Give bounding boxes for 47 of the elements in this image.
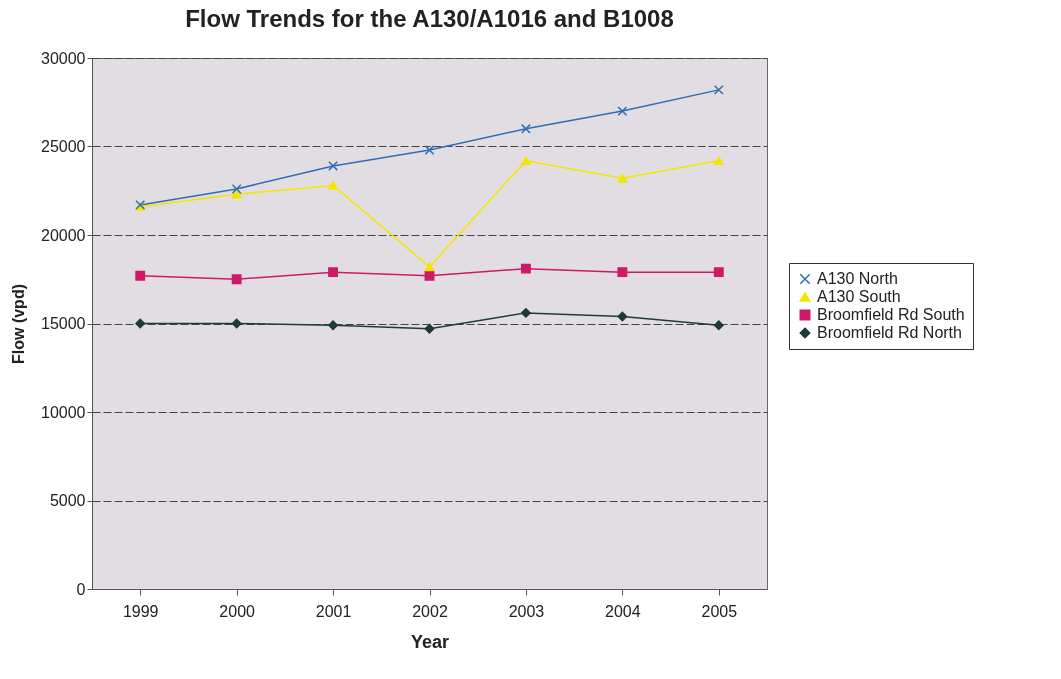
y-tick-label: 10000 — [41, 403, 86, 421]
chart-title: Flow Trends for the A130/A1016 and B1008 — [185, 5, 674, 32]
point — [521, 263, 531, 274]
legend-label: A130 South — [817, 288, 901, 305]
point — [424, 270, 435, 281]
point — [231, 274, 242, 285]
y-tick-label: 20000 — [41, 226, 86, 244]
point — [424, 323, 435, 334]
x-tick-label: 2004 — [605, 602, 641, 620]
point — [617, 106, 628, 117]
x-axis-title: Year — [410, 631, 450, 652]
point — [713, 320, 724, 331]
point — [617, 311, 628, 322]
point — [135, 318, 146, 329]
point — [328, 161, 338, 171]
point — [328, 320, 338, 331]
x-tick-label: 2001 — [315, 602, 352, 620]
point — [231, 189, 242, 199]
legend-label: Broomfield Rd North — [817, 324, 962, 341]
x-tick-label: 2005 — [701, 602, 738, 620]
y-tick-label: 0 — [76, 580, 86, 598]
point — [713, 156, 724, 166]
point — [521, 156, 531, 166]
y-tick-label: 15000 — [41, 315, 86, 332]
point — [424, 145, 435, 155]
y-tick-label: 30000 — [41, 49, 86, 67]
legend-label: A130 North — [817, 270, 898, 287]
x-tick-label: 2000 — [219, 602, 256, 620]
y-tick-label: 25000 — [41, 138, 86, 155]
x-tick-label: 2003 — [508, 602, 545, 620]
x-tick-label: 1999 — [122, 602, 159, 620]
point — [521, 123, 531, 134]
point — [713, 84, 724, 95]
y-tick-label: 5000 — [49, 492, 86, 509]
point — [231, 184, 242, 194]
x-tick-label: 2002 — [412, 602, 448, 620]
point — [617, 267, 628, 278]
point — [424, 262, 435, 272]
point — [521, 307, 531, 318]
point — [328, 181, 338, 190]
point — [231, 318, 242, 329]
point — [713, 267, 724, 278]
point — [617, 173, 628, 183]
y-axis-title: Flow (vpd) — [10, 284, 28, 364]
point — [135, 270, 146, 281]
point — [328, 267, 339, 278]
legend-label: Broomfield Rd South — [817, 306, 965, 323]
